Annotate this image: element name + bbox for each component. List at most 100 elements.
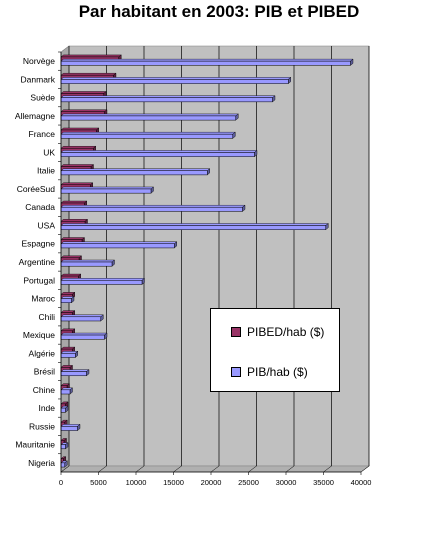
bar: [60, 314, 104, 322]
bar-face: [60, 243, 175, 249]
bar-face: [60, 462, 65, 468]
bar-face: [60, 206, 243, 212]
bar-top: [60, 205, 246, 208]
bar-face: [60, 225, 326, 230]
category-label: Italie: [37, 166, 55, 176]
bar-top: [60, 131, 236, 135]
gridline-floor: [323, 465, 332, 473]
gridline-floor: [60, 465, 70, 473]
bar: [60, 150, 258, 158]
category-label: Espagne: [21, 239, 55, 249]
category-label: USA: [38, 220, 56, 230]
legend-item-pib: PIB/hab ($): [231, 365, 308, 379]
legend-label-pibed: PIBED/hab ($): [247, 325, 325, 339]
bar-face: [60, 407, 66, 413]
bar-top: [60, 77, 292, 80]
category-label: Algérie: [29, 348, 56, 358]
category-label: Chine: [33, 385, 55, 395]
bar: [60, 186, 155, 194]
x-tick-label: 20000: [201, 478, 222, 487]
category-label: Canada: [25, 202, 55, 212]
bar-face: [60, 353, 76, 358]
bar-face: [60, 188, 152, 194]
bar: [60, 296, 75, 304]
category-label: Norvège: [23, 56, 55, 66]
x-tick-label: 40000: [351, 478, 372, 487]
category-label: Argentine: [19, 257, 56, 267]
bar: [60, 204, 246, 212]
bar-top: [60, 255, 83, 258]
category-label: Russie: [29, 421, 55, 431]
legend-swatch-pib: [231, 367, 241, 377]
bar-top: [60, 109, 108, 112]
bar-face: [60, 261, 113, 267]
category-label: Suède: [30, 93, 55, 103]
bar-face: [60, 133, 233, 139]
category-label: Danmark: [21, 74, 56, 84]
bar-face: [60, 334, 105, 340]
x-tick-label: 30000: [276, 478, 297, 487]
legend: PIBED/hab ($) PIB/hab ($): [210, 308, 340, 392]
bar: [60, 168, 211, 176]
category-label: Maroc: [31, 294, 55, 304]
bar: [60, 350, 79, 358]
category-label: Brésil: [34, 367, 55, 377]
category-label: Inde: [38, 403, 55, 413]
x-tick-label: 35000: [313, 478, 334, 487]
legend-label-pib: PIB/hab ($): [247, 365, 308, 379]
bar-top: [60, 186, 155, 190]
bar-top: [60, 314, 104, 317]
bar-face: [60, 152, 255, 157]
bar-top: [60, 127, 100, 131]
x-tick-label: 5000: [90, 478, 107, 487]
bar: [60, 369, 90, 377]
bar-face: [60, 79, 289, 84]
bar: [60, 241, 178, 249]
bar-top: [60, 168, 211, 171]
bar-face: [60, 444, 66, 450]
category-labels: Norvège Danmark Suède Allemagne France UK Ital…: [15, 51, 61, 468]
bar-top: [60, 182, 94, 185]
category-label: Nigeria: [28, 458, 55, 468]
bar-top: [60, 146, 97, 149]
bar: [60, 76, 292, 85]
chart-title: Par habitant en 2003: PIB et PIBED: [78, 2, 360, 21]
bar: [60, 259, 116, 267]
bar: [60, 460, 68, 468]
legend-item-pibed: PIBED/hab ($): [231, 325, 324, 339]
bar-top: [60, 72, 117, 76]
gridline-floor: [210, 465, 220, 473]
bar: [60, 277, 146, 285]
bar-face: [60, 60, 351, 66]
bar-face: [60, 426, 78, 431]
bar-top: [60, 369, 90, 372]
bar: [60, 442, 69, 450]
bar-face: [60, 97, 273, 103]
bar-top: [60, 54, 122, 58]
gridline-floor: [173, 465, 182, 473]
bar-top: [60, 164, 95, 167]
bar-face: [60, 115, 236, 121]
bar: [60, 131, 236, 139]
bar-top: [60, 259, 116, 263]
bar-top: [60, 219, 89, 222]
bar-top: [60, 237, 86, 240]
category-label: Mauritanie: [15, 440, 55, 450]
bar-top: [60, 113, 239, 117]
bar-top: [60, 223, 329, 226]
gridline-floor: [98, 465, 107, 473]
gridline-floor: [360, 465, 370, 473]
bar-top: [60, 278, 146, 281]
bar-top: [60, 95, 276, 98]
gridline-floor: [248, 465, 257, 473]
bar-top: [60, 58, 354, 62]
bar: [60, 332, 108, 340]
bar-top: [60, 200, 88, 204]
gridline-floor: [135, 465, 145, 473]
legend-swatch-pibed: [231, 327, 241, 337]
bar: [60, 405, 69, 413]
x-tick-label: 25000: [238, 478, 259, 487]
x-tick-label: 0: [59, 478, 63, 487]
bar: [60, 95, 276, 103]
bar: [60, 58, 354, 66]
